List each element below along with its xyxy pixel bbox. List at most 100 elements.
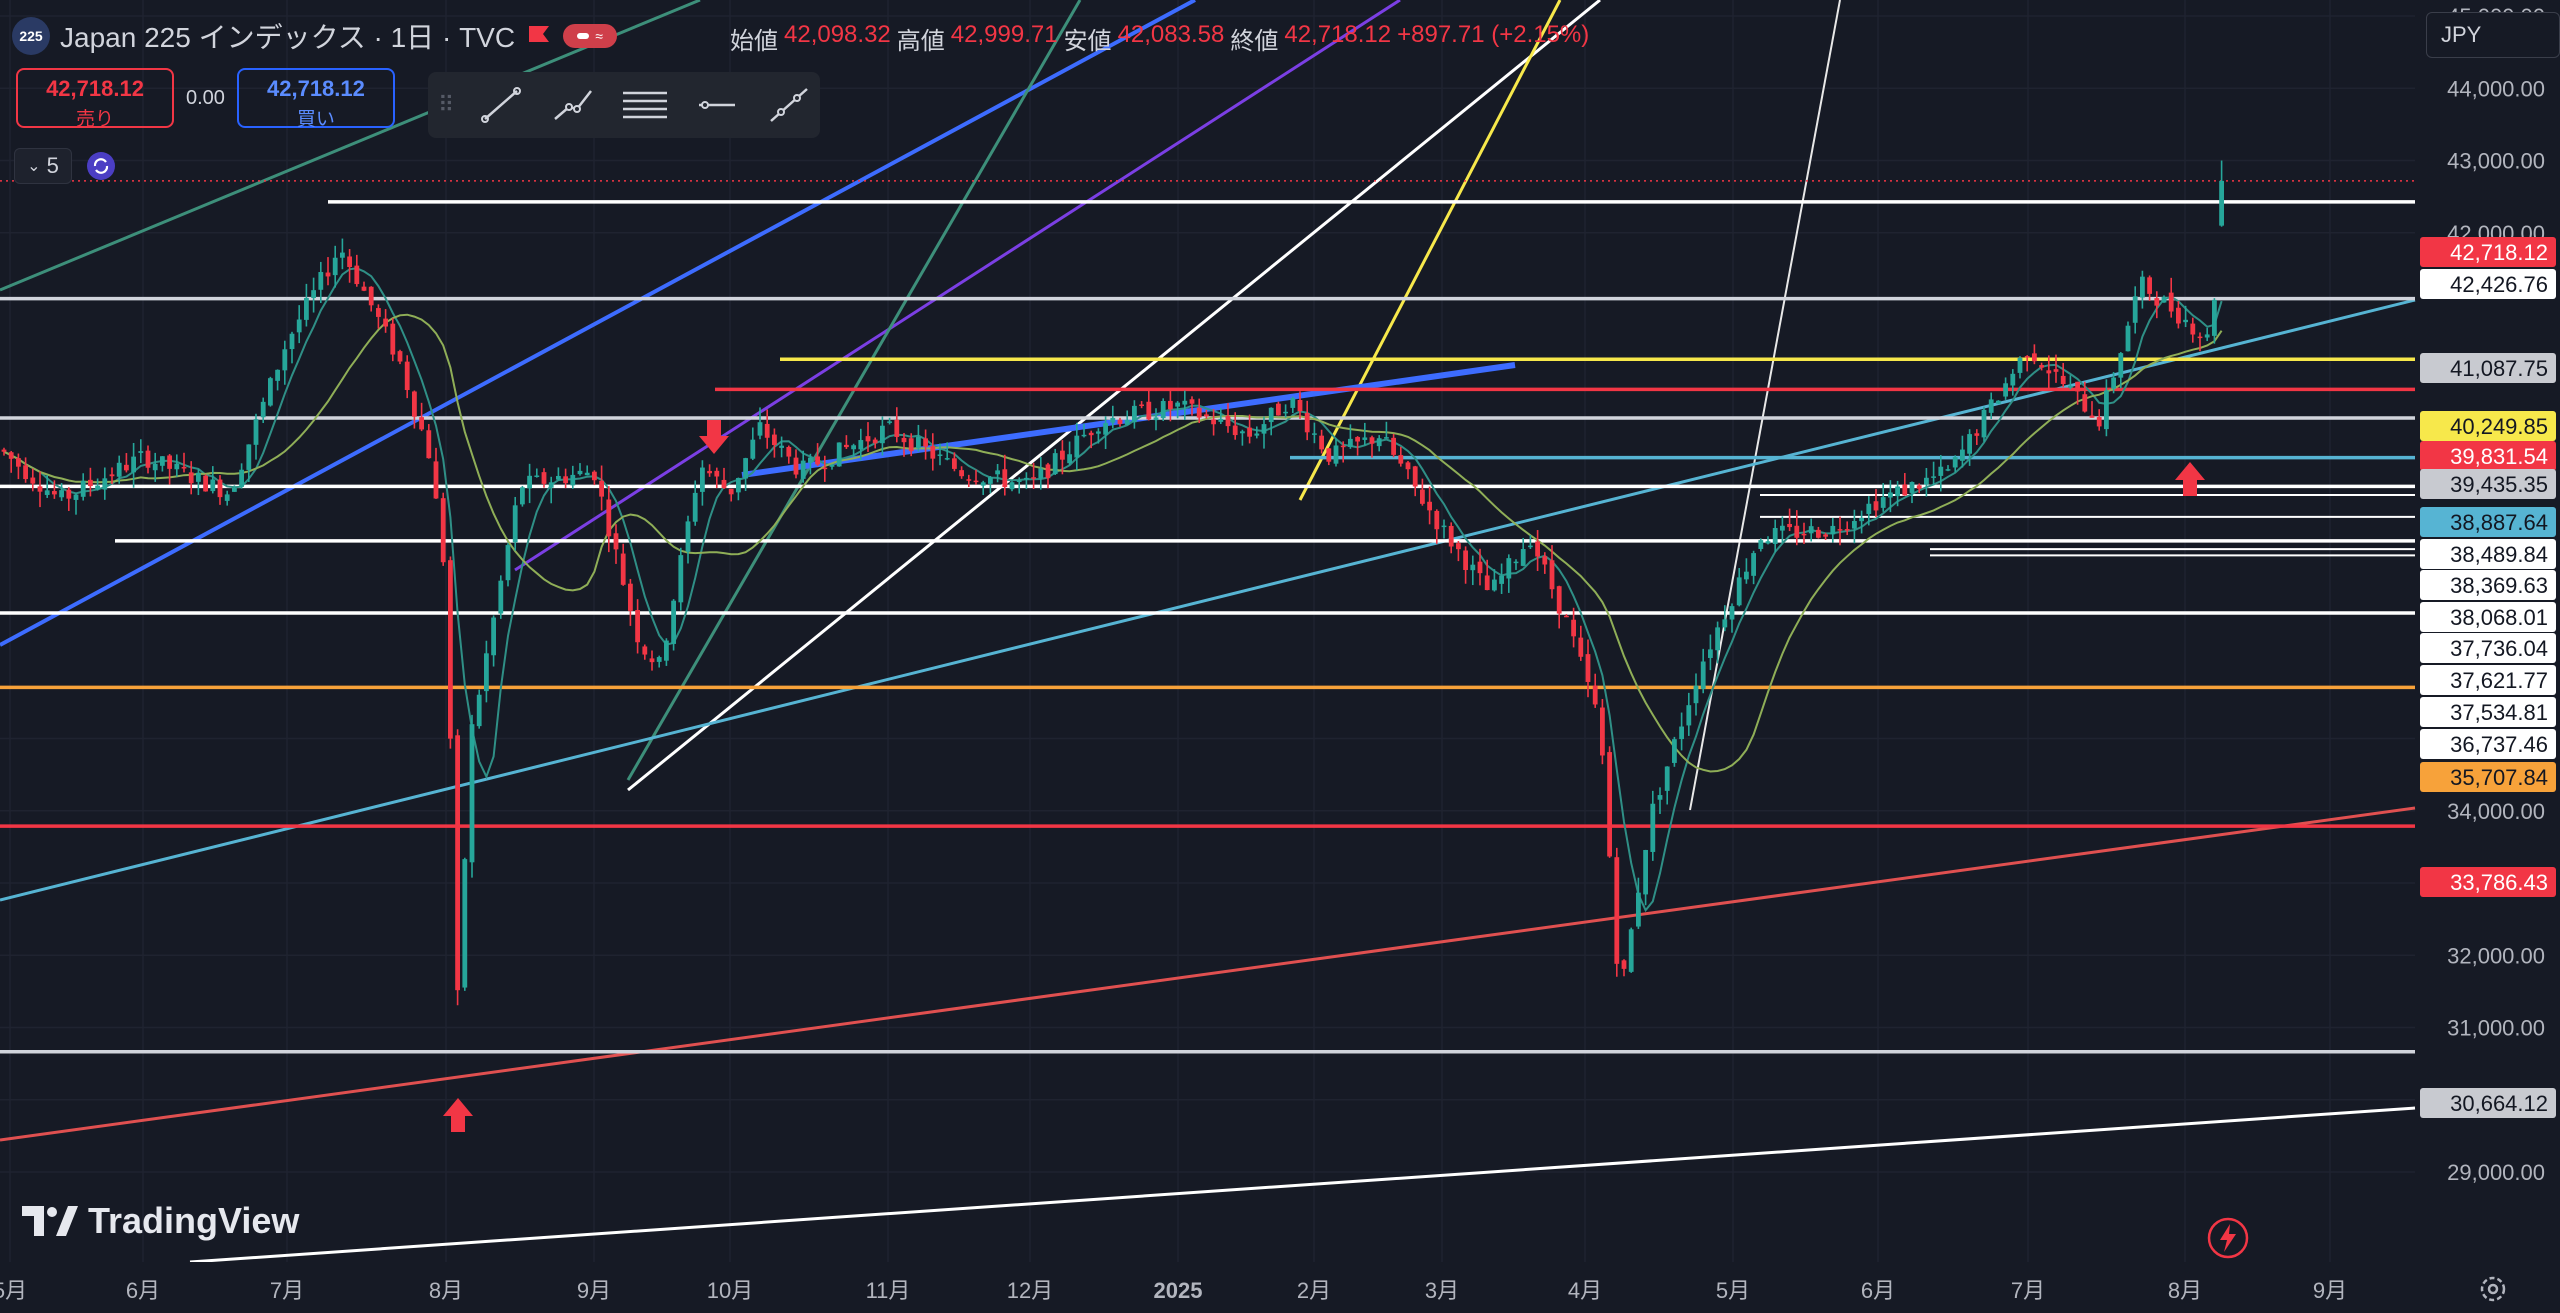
- candle-body: [2140, 276, 2145, 298]
- live-status-icon[interactable]: ≈: [563, 24, 618, 48]
- settings-gear-icon[interactable]: [2476, 1272, 2510, 1306]
- candle-body: [1679, 726, 1684, 740]
- parallel-channel-icon[interactable]: [616, 80, 674, 130]
- candle-body: [556, 475, 561, 480]
- candle-body: [728, 488, 734, 495]
- trend-line-purple: [514, 0, 1401, 572]
- candle-body: [995, 470, 1000, 475]
- candle-body: [1189, 399, 1195, 404]
- candle-body: [1664, 766, 1670, 791]
- change-value: +897.71 (+2.15%): [1397, 21, 1590, 48]
- x-tick-label: 8月: [2168, 1278, 2202, 1303]
- candle-body: [822, 467, 828, 470]
- candle-body: [224, 494, 230, 501]
- candle-body: [383, 318, 388, 327]
- candle-body: [1074, 435, 1080, 458]
- candle-body: [484, 653, 489, 692]
- drag-handle-icon[interactable]: ⠿: [438, 92, 455, 117]
- open-label: 始値: [730, 28, 778, 55]
- candle-body: [808, 457, 813, 463]
- candle-body: [1067, 454, 1072, 464]
- candle-body: [1384, 437, 1389, 439]
- candle-body: [1823, 534, 1828, 537]
- candle-body: [1297, 399, 1303, 412]
- candle-body: [1672, 739, 1677, 763]
- candle-body: [1117, 419, 1123, 424]
- x-tick-label: 6月: [1861, 1278, 1895, 1303]
- symbol-title[interactable]: Japan 225 インデックス · 1日 · TVC: [60, 22, 516, 53]
- flag-icon[interactable]: [525, 24, 553, 48]
- buy-button[interactable]: 42,718.12 買い: [236, 68, 395, 130]
- candle-body: [1592, 685, 1598, 705]
- candle-body: [1542, 556, 1548, 565]
- candle-body: [908, 438, 914, 452]
- lightning-icon[interactable]: [2206, 1216, 2250, 1260]
- trend-line-icon[interactable]: [472, 80, 530, 130]
- candle-body: [1268, 407, 1274, 423]
- candle-body: [318, 272, 324, 290]
- candle-body: [1204, 414, 1209, 417]
- price-label: 38,887.64: [2450, 510, 2548, 535]
- candle-body: [1643, 850, 1648, 895]
- sync-icon[interactable]: [86, 151, 116, 181]
- candle-body: [1520, 549, 1526, 566]
- candle-body: [1895, 486, 1900, 497]
- chevron-down-icon: ⌄: [27, 158, 41, 175]
- x-tick-label: 9月: [2313, 1278, 2347, 1303]
- candle-body: [1168, 400, 1173, 410]
- candle-body: [1700, 661, 1706, 689]
- candle-body: [541, 472, 547, 484]
- open-value: 42,098.32: [784, 21, 891, 48]
- price-label-box: [2420, 269, 2556, 299]
- currency-selector[interactable]: JPY: [2426, 12, 2560, 58]
- x-tick-label: 2月: [1297, 1278, 1331, 1303]
- extended-line-icon[interactable]: [760, 80, 818, 130]
- candle-body: [1765, 541, 1771, 544]
- arrow-marker: [699, 420, 729, 454]
- candle-body: [1, 449, 7, 452]
- candle-body: [217, 479, 223, 498]
- indicators-toggle-button[interactable]: ⌄ 5: [14, 148, 72, 184]
- candle-body: [1052, 453, 1058, 475]
- trend-line-blue: [0, 0, 1196, 647]
- price-label-box: [2420, 469, 2556, 499]
- candle-body: [2010, 373, 2016, 386]
- candle-body: [980, 482, 986, 486]
- symbol-badge[interactable]: 225: [12, 17, 50, 55]
- ray-icon[interactable]: [544, 80, 602, 130]
- x-tick-label: 5月: [0, 1278, 27, 1303]
- candle-body: [1355, 437, 1360, 442]
- x-tick-label: 6月: [126, 1278, 160, 1303]
- candle-body: [1016, 480, 1022, 482]
- candle-body: [1657, 795, 1663, 800]
- sell-button[interactable]: 42,718.12 売り: [16, 68, 174, 130]
- candle-body: [282, 349, 288, 371]
- candle-body: [16, 458, 21, 467]
- candle-body: [577, 470, 583, 475]
- candle-body: [52, 491, 57, 495]
- candle-body: [1585, 654, 1591, 682]
- candle-body: [1283, 411, 1288, 414]
- candle-body: [2032, 353, 2037, 362]
- candle-body: [1571, 619, 1576, 637]
- candle-body: [1182, 400, 1188, 405]
- candle-body: [2161, 296, 2167, 303]
- candle-body: [944, 458, 950, 460]
- candle-body: [1391, 437, 1396, 455]
- candle-body: [1967, 434, 1972, 454]
- candle-body: [1434, 510, 1440, 530]
- candle-body: [1060, 450, 1065, 460]
- candle-body: [1693, 685, 1699, 704]
- candle-body: [880, 425, 885, 444]
- candle-body: [1852, 521, 1857, 529]
- symbol-header: 225 Japan 225 インデックス · 1日 · TVC ≈: [12, 14, 618, 58]
- candle-body: [448, 560, 453, 739]
- horizontal-line-icon[interactable]: [688, 80, 746, 130]
- candle-body: [527, 475, 532, 489]
- candle-body: [1578, 637, 1584, 657]
- candle-body: [2060, 375, 2066, 385]
- candle-body: [1340, 445, 1346, 448]
- candle-body: [534, 475, 540, 478]
- candle-body: [1124, 419, 1130, 425]
